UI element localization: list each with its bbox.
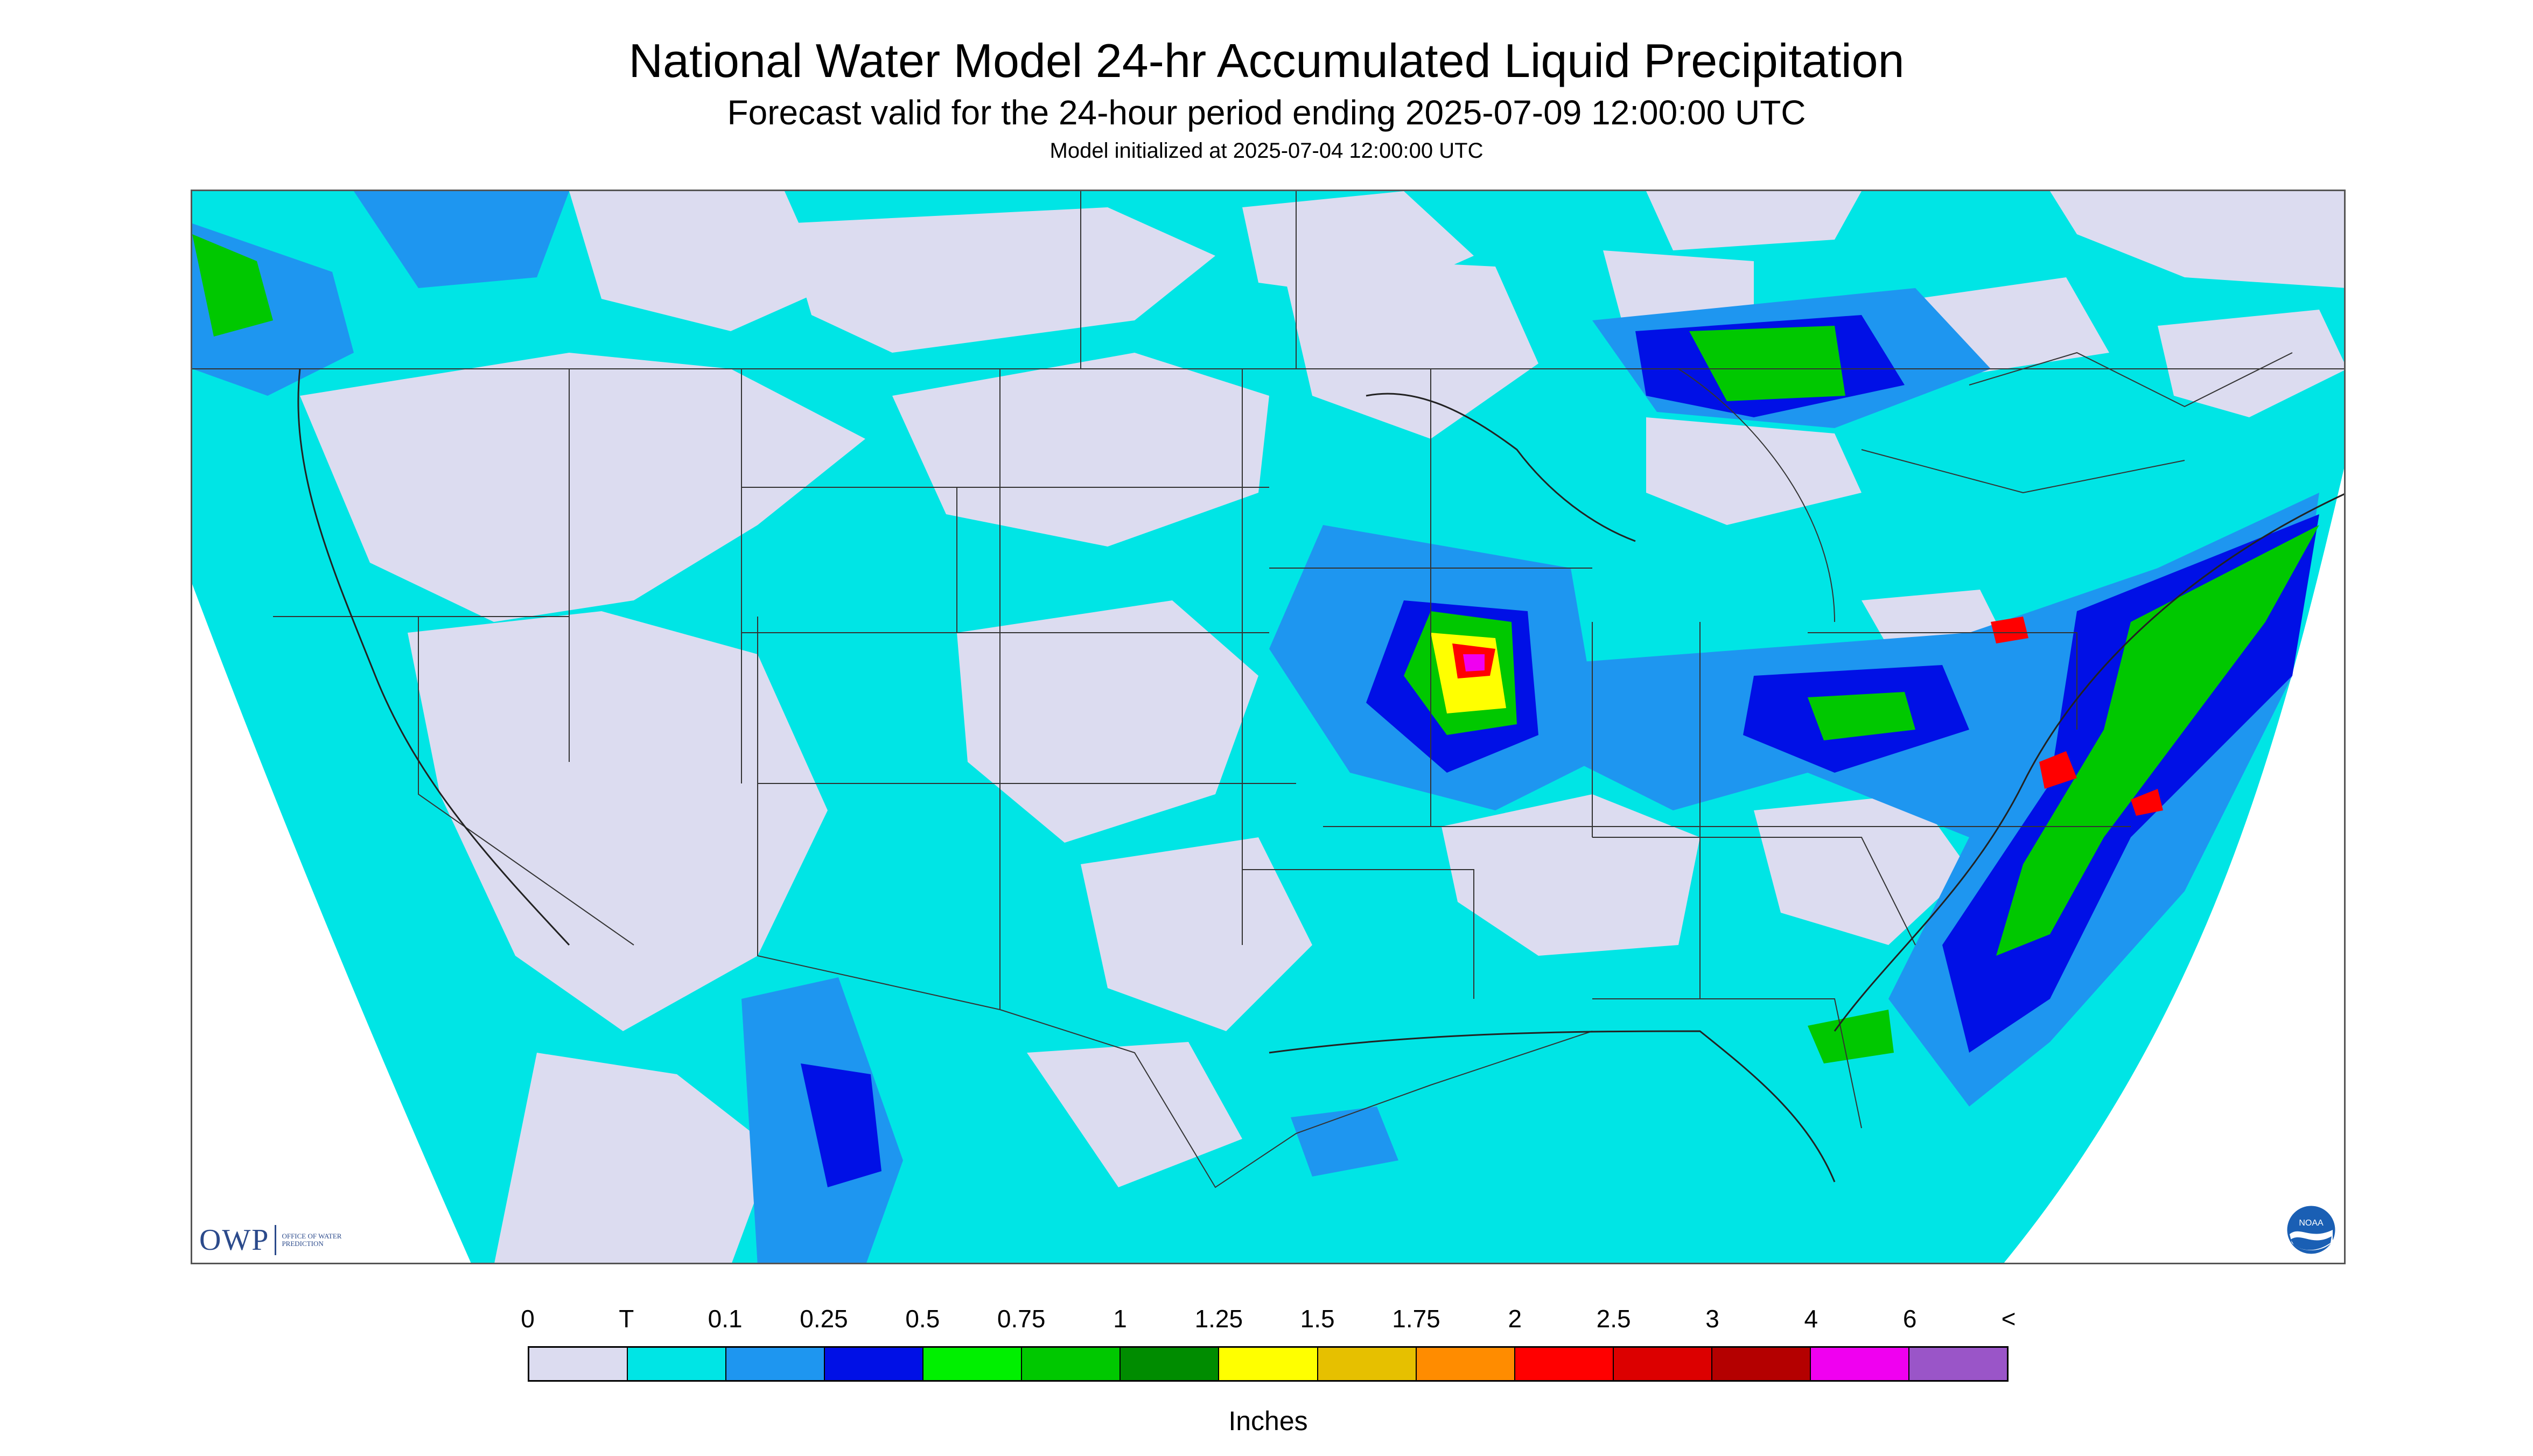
legend-swatch (923, 1348, 1023, 1380)
legend-tick-label: 2.5 (1596, 1305, 1631, 1333)
map-subtitle: Forecast valid for the 24-hour period en… (727, 93, 1806, 132)
legend-swatch (1022, 1348, 1121, 1380)
legend-tick-label: T (619, 1305, 634, 1333)
coastlines (297, 368, 2344, 1182)
owp-logo-text: OWP (199, 1223, 270, 1257)
legend-swatch (1219, 1348, 1318, 1380)
legend-swatch (628, 1348, 727, 1380)
legend-swatch (1318, 1348, 1417, 1380)
legend-tick-label: 1.5 (1300, 1305, 1335, 1333)
legend-tick-label: < (2001, 1305, 2016, 1333)
legend-tick-label: 2 (1508, 1305, 1522, 1333)
legend-swatch (825, 1348, 924, 1380)
precip-4-6-areas (1463, 654, 1485, 671)
owp-logo-subtext: OFFICE OF WATER PREDICTION (282, 1232, 342, 1248)
color-legend: 0 T 0.1 0.25 0.5 0.75 1 1.25 1.5 1.75 2 2.5 3 4 6 < Inc… (521, 1292, 2016, 1454)
legend-swatch (1515, 1348, 1614, 1380)
legend-swatch (1613, 1348, 1712, 1380)
legend-tick-label: 6 (1902, 1305, 1917, 1333)
legend-swatch (529, 1348, 628, 1380)
legend-swatch (1909, 1348, 2007, 1380)
legend-swatch (1121, 1348, 1220, 1380)
legend-tick-label: 3 (1705, 1305, 1719, 1333)
legend-tick-label: 0 (521, 1305, 535, 1333)
state-borders (192, 191, 2344, 1188)
legend-tick-label: 0.25 (800, 1305, 848, 1333)
owp-logo-divider (275, 1225, 277, 1255)
map-canvas (192, 191, 2344, 1263)
model-init-line: Model initialized at 2025-07-04 12:00:00… (1049, 139, 1484, 163)
noaa-logo-icon: NOAA (2285, 1204, 2337, 1256)
outside-domain-right (2004, 468, 2344, 1263)
outside-domain-left (192, 584, 471, 1263)
legend-tick-label: 0.1 (708, 1305, 743, 1333)
legend-tick-label: 1.25 (1194, 1305, 1243, 1333)
legend-tick-label: 1.75 (1392, 1305, 1440, 1333)
legend-tick-label: 0.5 (905, 1305, 940, 1333)
legend-units: Inches (1228, 1406, 1308, 1436)
legend-tick-label: 0.75 (997, 1305, 1046, 1333)
noaa-logo-text: NOAA (2299, 1219, 2324, 1228)
legend-swatch (1712, 1348, 1811, 1380)
legend-tick-label: 1 (1113, 1305, 1127, 1333)
owp-logo: OWP OFFICE OF WATER PREDICTION (199, 1221, 346, 1259)
legend-swatch (1416, 1348, 1515, 1380)
legend-swatch (1810, 1348, 1909, 1380)
map-title: National Water Model 24-hr Accumulated L… (628, 34, 1905, 87)
legend-tick-label: 4 (1804, 1305, 1818, 1333)
no-precip-areas (300, 191, 2344, 1263)
legend-color-bar (528, 1346, 2009, 1382)
precipitation-map[interactable] (191, 190, 2346, 1264)
legend-swatch (726, 1348, 825, 1380)
